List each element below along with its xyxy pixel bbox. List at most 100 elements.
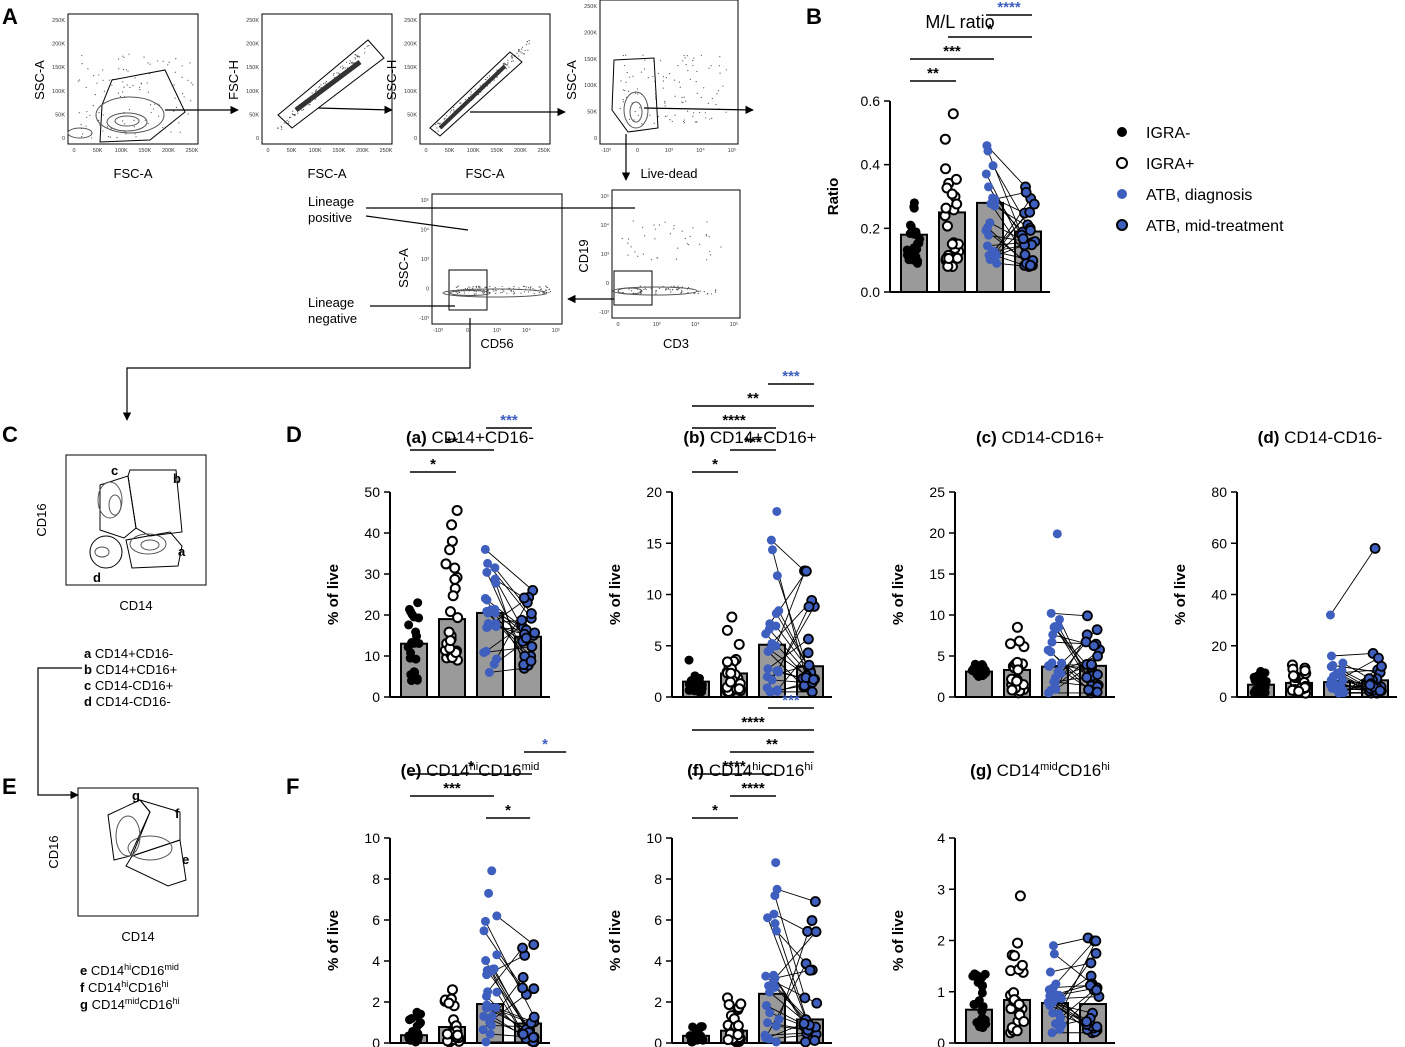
data-point: [735, 998, 747, 1010]
event-dot: [645, 288, 647, 291]
y-tick-label: 6: [372, 912, 380, 928]
data-point: [943, 253, 955, 265]
x-tick-label: 10⁵: [728, 147, 736, 154]
paired-line: [1049, 1005, 1087, 1022]
event-dot: [494, 286, 496, 288]
event-dot: [81, 133, 84, 135]
significance-label: ***: [744, 434, 762, 451]
event-dot: [539, 286, 541, 288]
chart-panel-d: (d) CD14-CD16- % of live 0 20 40 60 80: [1172, 428, 1397, 705]
event-dot: [439, 122, 441, 124]
data-point: [911, 230, 921, 240]
data-point: [529, 627, 541, 639]
data-point: [1051, 684, 1061, 694]
event-dot: [342, 67, 345, 69]
y-tick-label: 50: [364, 484, 380, 500]
data-point: [1019, 249, 1031, 261]
event-dot: [529, 288, 531, 290]
event-dot: [692, 227, 694, 229]
data-point: [527, 1031, 539, 1043]
event-dot: [92, 105, 94, 107]
event-dot: [719, 56, 721, 58]
data-point: [1012, 937, 1024, 949]
dots-group-3: [479, 544, 501, 677]
x-tick-label: 10⁴: [522, 327, 531, 334]
event-dot: [683, 96, 685, 98]
event-dot: [687, 244, 690, 246]
data-point: [1092, 650, 1103, 662]
paired-line: [496, 915, 535, 945]
event-dot: [639, 106, 641, 109]
data-point: [983, 146, 993, 156]
data-point: [772, 506, 782, 516]
event-dot: [682, 101, 684, 104]
gate-letter-a: a: [178, 544, 186, 559]
event-dot: [85, 125, 87, 127]
x-tick-label: 0: [616, 322, 619, 328]
event-dot: [527, 287, 530, 289]
data-point: [492, 950, 502, 960]
y-axis-label: SSC-A: [396, 248, 411, 288]
event-dot: [94, 94, 96, 96]
paired-line: [1053, 937, 1089, 947]
event-dot: [538, 286, 540, 288]
event-dot: [134, 133, 136, 135]
dots-group-3: [1325, 610, 1349, 698]
gate-polygon: [429, 51, 523, 137]
data-point: [526, 608, 537, 619]
data-point: [491, 622, 501, 632]
chart-title-prefix: (b): [683, 428, 709, 447]
chart-title-text: CD14-CD16-: [1284, 428, 1382, 447]
y-tick-label: 10: [364, 648, 380, 664]
event-dot: [435, 123, 437, 126]
data-point: [770, 973, 780, 983]
x-axis-label: FSC-A: [466, 166, 505, 181]
event-dot: [653, 224, 655, 226]
event-dot: [493, 79, 495, 81]
event-dot: [716, 93, 718, 95]
y-tick-label: 200K: [404, 42, 417, 48]
event-dot: [339, 66, 342, 68]
chart-title-part: hi: [1101, 761, 1110, 773]
data-point: [406, 607, 416, 617]
event-dot: [652, 75, 654, 78]
y-tick-label: 50K: [587, 110, 597, 116]
data-point: [1048, 941, 1058, 951]
event-dot: [696, 121, 698, 123]
event-dot: [673, 79, 676, 81]
data-point: [1049, 677, 1059, 687]
paired-line: [1330, 548, 1376, 616]
paired-line: [775, 613, 811, 671]
legend-item-f: f CD14hiCD16hi: [80, 979, 169, 995]
data-point: [763, 1018, 773, 1028]
data-point: [1090, 947, 1102, 959]
gate-polygon: [99, 69, 186, 143]
data-point: [1325, 610, 1335, 620]
data-point: [696, 1031, 706, 1041]
event-dot: [511, 54, 513, 56]
y-axis-label: % of live: [607, 564, 624, 625]
event-dot: [481, 291, 483, 293]
data-point: [771, 1021, 781, 1031]
event-dot: [683, 54, 685, 57]
y-tick-label: 10³: [601, 252, 609, 258]
event-dot: [181, 92, 184, 95]
data-point: [1091, 686, 1103, 698]
y-axis-label: % of live: [325, 564, 342, 625]
gate-letter-c: c: [111, 463, 118, 478]
event-dot: [86, 111, 88, 113]
event-dot: [711, 117, 713, 119]
y-tick-label: 10: [646, 587, 662, 603]
gate-letter-g: g: [132, 788, 140, 803]
event-dot: [475, 291, 477, 293]
dots-group-3: [760, 858, 784, 1047]
paired-line: [777, 606, 810, 671]
x-tick-label: 0: [266, 148, 269, 154]
paired-line: [774, 969, 811, 979]
event-dot: [644, 235, 646, 237]
data-point: [1337, 666, 1347, 676]
data-point: [478, 1025, 488, 1035]
event-dot: [507, 59, 509, 61]
data-point: [446, 984, 458, 996]
